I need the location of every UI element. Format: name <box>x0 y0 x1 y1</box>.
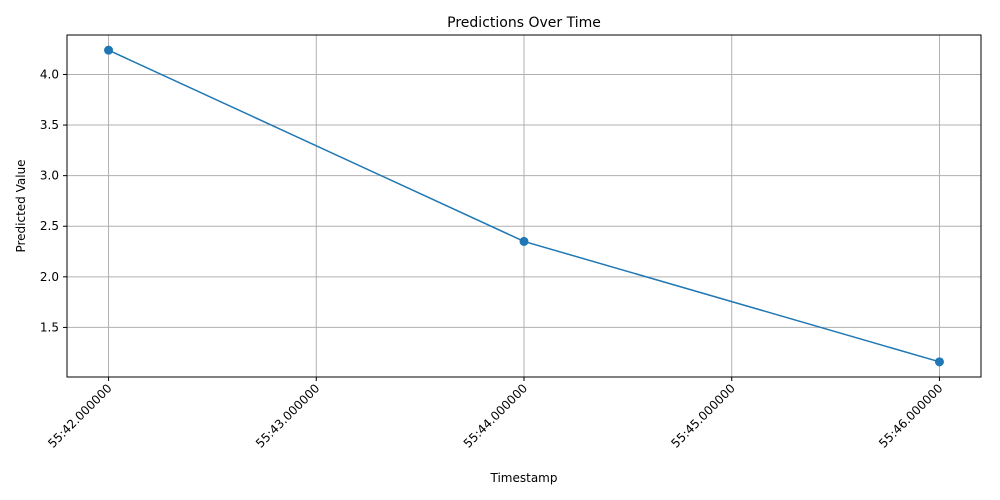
x-tick-label: 55:44.000000 <box>461 381 530 450</box>
data-point <box>519 236 529 246</box>
y-tick-label: 1.5 <box>40 320 59 334</box>
y-tick-label: 2.5 <box>40 219 59 233</box>
y-tick-label: 3.0 <box>40 169 59 183</box>
x-tick-label: 55:45.000000 <box>668 381 737 450</box>
x-axis-label: Timestamp <box>490 471 558 485</box>
y-tick-label: 3.5 <box>40 118 59 132</box>
data-series <box>104 45 944 367</box>
plot-area-frame <box>66 34 982 378</box>
data-point <box>104 45 114 55</box>
x-tick-label: 55:43.000000 <box>253 381 322 450</box>
x-tick-label: 55:46.000000 <box>876 381 945 450</box>
y-tick-label: 4.0 <box>40 67 59 81</box>
x-tick-label: 55:42.000000 <box>45 381 114 450</box>
y-tick-label: 2.0 <box>40 270 59 284</box>
chart-title: Predictions Over Time <box>447 15 601 31</box>
y-axis-label: Predicted Value <box>14 159 28 252</box>
grid <box>67 35 981 377</box>
data-point <box>934 357 944 367</box>
